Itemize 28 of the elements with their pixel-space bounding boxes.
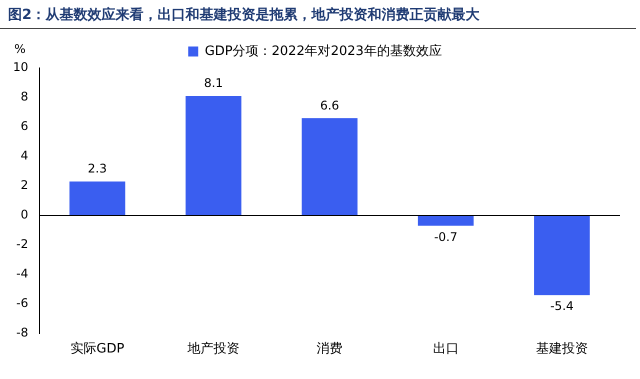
y-tick-label: -2 — [16, 237, 28, 252]
y-tick-label: 10 — [12, 60, 28, 74]
x-tick-label: 基建投资 — [536, 342, 588, 357]
y-tick-label: 2 — [20, 178, 28, 192]
legend-label: GDP分项：2022年对2023年的基数效应 — [204, 42, 442, 59]
y-tick-label: 4 — [20, 148, 28, 163]
y-axis-title: % — [14, 42, 26, 56]
x-tick-label: 出口 — [432, 342, 459, 357]
bar — [186, 96, 242, 216]
data-label: 8.1 — [204, 76, 224, 90]
x-tick-label: 实际GDP — [70, 342, 124, 357]
y-tick-label: 6 — [20, 119, 28, 134]
data-label: 2.3 — [88, 162, 107, 176]
data-label: -5.4 — [550, 299, 574, 314]
y-tick-label: -4 — [16, 266, 28, 281]
y-tick-label: 0 — [20, 208, 28, 222]
bar — [302, 118, 358, 216]
y-tick-label: 8 — [20, 90, 28, 104]
data-label: -0.7 — [434, 230, 458, 244]
chart-title: 图2：从基数效应来看，出口和基建投资是拖累，地产投资和消费正贡献最大 — [0, 0, 636, 29]
data-label: 6.6 — [320, 98, 340, 112]
bar — [534, 215, 590, 296]
bar — [418, 215, 474, 226]
x-tick-label: 消费 — [316, 342, 343, 357]
y-tick-label: -6 — [16, 296, 28, 310]
y-tick-label: -8 — [16, 326, 28, 340]
bar — [69, 182, 126, 216]
x-tick-label: 地产投资 — [186, 342, 240, 357]
